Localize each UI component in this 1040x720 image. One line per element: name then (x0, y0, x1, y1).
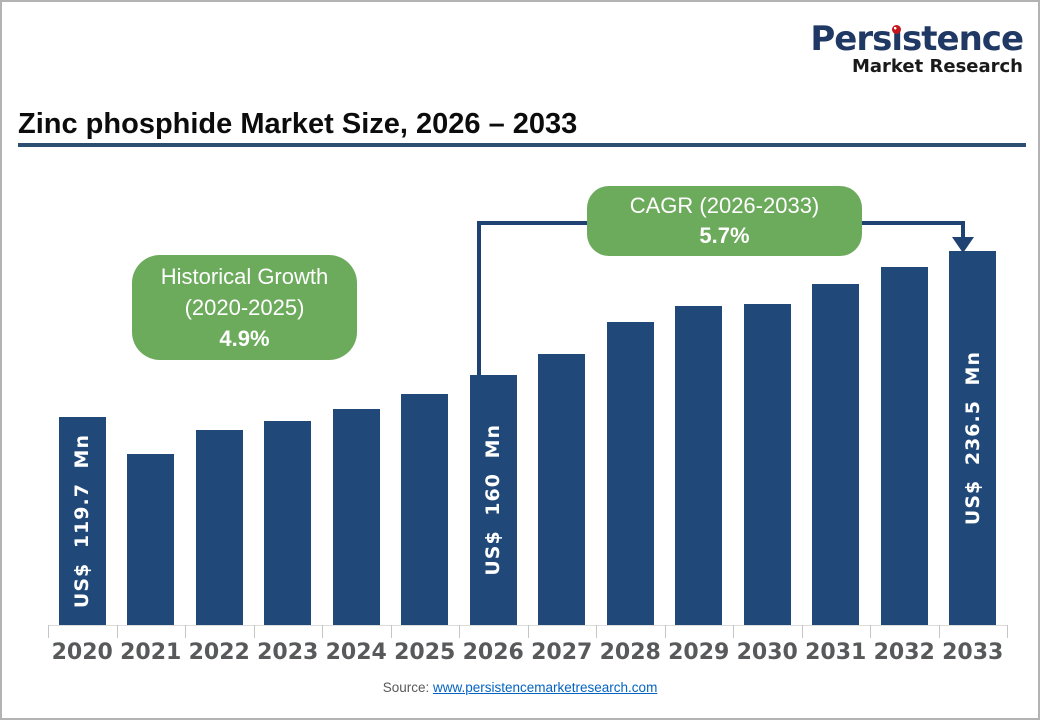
bar-slot (733, 245, 802, 625)
x-axis-label-2020: 2020 (51, 640, 113, 665)
source-link[interactable]: www.persistencemarketresearch.com (432, 680, 658, 695)
bar-slot (391, 245, 460, 625)
source-line: Source: www.persistencemarketresearch.co… (2, 680, 1038, 695)
logo-red-dot-icon: ı (891, 19, 903, 59)
bar-chart: US$ 119.7 Mn US$ 160 Mn US$ 236.5 Mn (48, 245, 1007, 625)
x-axis-label-2033: 2033 (942, 640, 1004, 665)
historical-growth-callout: Historical Growth (2020-2025) 4.9% (132, 255, 357, 360)
bar-value-label-2020: US$ 119.7 Mn (71, 433, 94, 609)
bar-slot: US$ 119.7 Mn (48, 245, 117, 625)
x-axis-tick (185, 625, 186, 638)
x-axis-label-2027: 2027 (531, 640, 593, 665)
bar-slot (254, 245, 323, 625)
bar-2024 (332, 409, 380, 625)
title-underline (18, 143, 1026, 147)
cagr-callout: CAGR (2026-2033) 5.7% (587, 186, 862, 256)
cagr-connector-stem (961, 221, 965, 239)
bar-2030 (743, 304, 791, 625)
x-axis-tick (527, 625, 529, 638)
x-axis-label-2025: 2025 (394, 640, 456, 665)
bar-slot: US$ 160 Mn (459, 245, 528, 625)
bar-slot (117, 245, 186, 625)
bar-2027 (538, 354, 586, 625)
bar-slot (596, 245, 665, 625)
x-axis-tick (870, 625, 871, 638)
bar-slot (322, 245, 391, 625)
bar-slot (802, 245, 871, 625)
bar-2033: US$ 236.5 Mn (949, 251, 997, 625)
x-axis-tick (459, 625, 460, 638)
cagr-value: 5.7% (699, 223, 750, 248)
x-axis-tick (938, 625, 940, 638)
x-axis-label-2028: 2028 (599, 640, 661, 665)
x-axis-label-2021: 2021 (120, 640, 182, 665)
logo: Persıstence Market Research (810, 19, 1024, 77)
bar-slot (528, 245, 597, 625)
x-axis-label-2031: 2031 (805, 640, 867, 665)
historical-growth-line2: (2020-2025) (184, 295, 305, 320)
logo-wordmark: Persıstence (810, 19, 1024, 59)
bar-2026: US$ 160 Mn (469, 375, 517, 625)
x-axis-tick (322, 625, 323, 638)
x-axis-tick (253, 625, 255, 638)
bar-slot (665, 245, 734, 625)
x-axis-label-2023: 2023 (257, 640, 319, 665)
x-axis-tick (801, 625, 803, 638)
x-axis-tick (48, 625, 49, 638)
bar-value-label-2033: US$ 236.5 Mn (961, 350, 984, 526)
x-axis-tick (116, 625, 118, 638)
x-axis-label-2032: 2032 (873, 640, 935, 665)
x-axis-tick (1007, 625, 1008, 638)
x-axis-label-2022: 2022 (188, 640, 250, 665)
bar-2029 (675, 306, 723, 625)
historical-growth-value: 4.9% (219, 326, 270, 351)
bar-2031 (812, 284, 860, 625)
bar-2023 (264, 421, 312, 625)
x-axis-labels: 2020 2021 2022 2023 2024 2025 2026 2027 2028 2029… (48, 640, 1007, 665)
historical-growth-line1: Historical Growth (160, 264, 329, 289)
arrow-down-icon (952, 237, 974, 253)
bar-2020: US$ 119.7 Mn (58, 417, 106, 625)
x-axis-tick (664, 625, 666, 638)
bar-2032 (880, 267, 928, 625)
x-axis-label-2029: 2029 (668, 640, 730, 665)
cagr-line1: CAGR (2026-2033) (629, 193, 820, 218)
bar-2022 (195, 430, 243, 625)
logo-subtext: Market Research (852, 56, 1023, 77)
cagr-connector-vertical (477, 221, 481, 375)
source-label: Source: (382, 680, 430, 695)
page-title: Zinc phosphide Market Size, 2026 – 2033 (18, 108, 578, 140)
bar-2021 (127, 454, 175, 625)
x-axis-label-2030: 2030 (736, 640, 798, 665)
bar-slot (185, 245, 254, 625)
x-axis-tick (390, 625, 392, 638)
bar-slot: US$ 236.5 Mn (939, 245, 1008, 625)
bar-2025 (401, 394, 449, 625)
x-axis-label-2024: 2024 (325, 640, 387, 665)
x-axis-label-2026: 2026 (462, 640, 524, 665)
x-axis-tick (596, 625, 597, 638)
x-axis-tick (733, 625, 734, 638)
bar-value-label-2026: US$ 160 Mn (482, 424, 505, 576)
bar-slot (870, 245, 939, 625)
bar-2028 (606, 322, 654, 625)
